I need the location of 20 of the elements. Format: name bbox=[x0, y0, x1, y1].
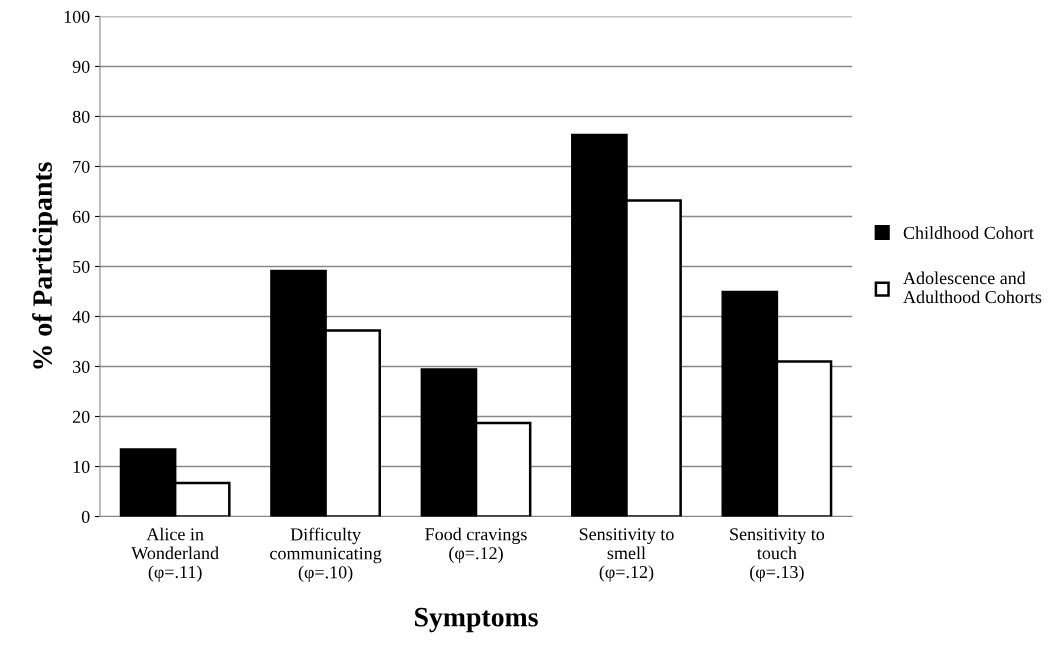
x-tick-label: Sensitivity to touch (φ=.13) bbox=[730, 528, 825, 582]
x-tick-label: Food cravings (φ=.12) bbox=[425, 527, 527, 563]
y-tick-label: 20 bbox=[72, 410, 90, 423]
y-tick-label: 0 bbox=[81, 510, 90, 523]
y-tick-label: 50 bbox=[73, 260, 90, 273]
y-tick-label: 80 bbox=[72, 110, 90, 123]
x-tick-label: Alice in Wonderland (φ=.11) bbox=[131, 527, 219, 582]
y-axis-title: % of Participants bbox=[32, 162, 58, 369]
x-tick-label: Difficulty communicating (φ=.10) bbox=[270, 527, 382, 583]
legend-label: Adolescence and Adulthood Cohorts bbox=[903, 271, 1042, 304]
y-tick-label: 10 bbox=[73, 460, 90, 473]
x-tick-label: Sensitivity to smell (φ=.12) bbox=[579, 528, 674, 582]
legend-label: Childhood Cohort bbox=[903, 226, 1034, 239]
y-tick-label: 60 bbox=[72, 210, 90, 223]
y-tick-label: 100 bbox=[64, 10, 90, 23]
y-tick-label: 70 bbox=[73, 160, 90, 173]
y-tick-label: 90 bbox=[72, 60, 90, 73]
y-tick-label: 40 bbox=[72, 310, 90, 323]
x-axis-title: Symptoms bbox=[415, 607, 538, 633]
y-tick-label: 30 bbox=[73, 360, 90, 373]
